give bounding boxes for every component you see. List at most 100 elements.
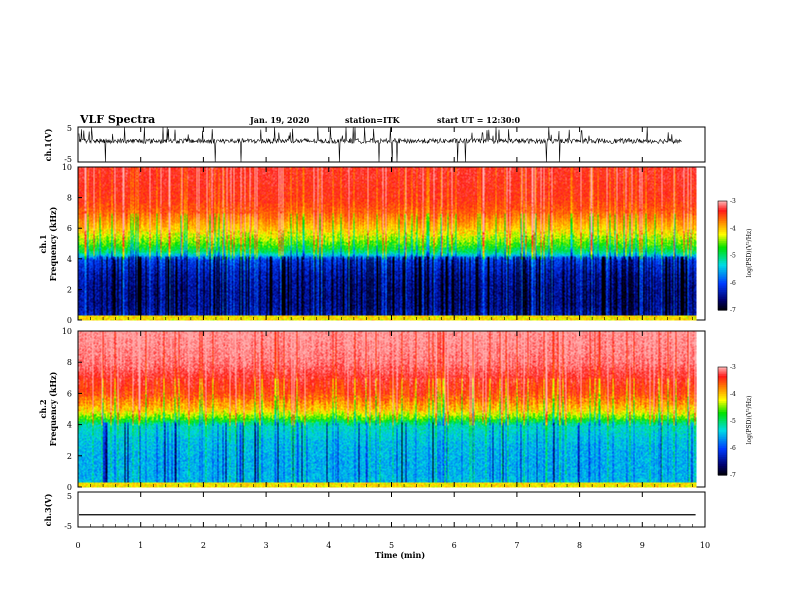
colorbar-frame	[717, 200, 728, 311]
colorbar-tick-label: -4	[730, 225, 736, 232]
spectrogram-ytick-label: 0	[67, 483, 72, 492]
time-tick-label: 0	[75, 541, 80, 550]
spectrogram-ytick-label: 6	[67, 389, 72, 398]
colorbar-segment	[718, 370, 727, 373]
colorbar-segment	[718, 215, 727, 218]
colorbar-segment	[718, 372, 727, 375]
colorbar-segment	[718, 457, 727, 460]
colorbar-segment	[718, 270, 727, 273]
colorbar-segment	[718, 379, 727, 382]
colorbar-segment	[718, 230, 727, 233]
start-ut-label: start UT = 12:30:0	[437, 115, 520, 125]
colorbar-segment	[718, 399, 727, 402]
colorbar-segment	[718, 293, 727, 297]
colorbar-segment	[718, 453, 727, 456]
colorbar-segment	[718, 210, 727, 213]
ch3-wave-ylabel: ch.3(V)	[43, 493, 53, 526]
colorbar-segment	[718, 412, 727, 415]
colorbar-segment	[718, 444, 727, 447]
colorbar-segment	[718, 473, 727, 476]
colorbar-tick-label: -7	[730, 472, 736, 479]
colorbar-segment	[718, 213, 727, 217]
colorbar-segment	[718, 419, 727, 422]
spectrogram-raster	[78, 167, 697, 321]
ch1-spec-ylabel-2: Frequency (kHz)	[48, 206, 58, 281]
ch1-spec-ylabel-1: ch.1	[38, 234, 48, 253]
colorbar-segment	[718, 390, 727, 393]
colorbar-segment	[718, 460, 727, 463]
colorbar-segment	[718, 440, 727, 444]
colorbar-segment	[718, 226, 727, 229]
colorbar-segment	[718, 268, 727, 271]
colorbar-segment	[718, 431, 727, 435]
colorbar-segment	[718, 451, 727, 454]
time-tick-label: 9	[640, 541, 645, 550]
colorbar-segment	[718, 385, 727, 388]
colorbar-segment	[718, 428, 727, 431]
station-label: station=ITK	[345, 115, 401, 125]
ch2-colorbar: -3 -4 -5 -6 -7	[717, 364, 736, 479]
spectrogram-ytick-label: 4	[67, 255, 72, 264]
colorbar-segment	[718, 415, 727, 418]
colorbar-segment	[718, 397, 727, 400]
ch2-spec-ylabel-2: Frequency (kHz)	[48, 371, 58, 446]
ch2-spectrogram-yticks: 0 2 4 6 8 10	[62, 327, 82, 492]
colorbar-segment	[718, 273, 727, 277]
time-tick-label: 7	[514, 541, 519, 550]
ch3-waveform-panel: 5 -5 ch.3(V)	[43, 491, 706, 531]
colorbar-tick-label: -5	[730, 418, 736, 425]
colorbar-segment	[718, 381, 727, 384]
time-tick-label: 2	[201, 541, 206, 550]
ch1-wave-ytick-bottom: -5	[64, 155, 72, 164]
colorbar-segment	[718, 410, 727, 413]
figure-title: VLF Spectra	[79, 113, 155, 126]
spectrogram-ytick-label: 8	[67, 194, 72, 203]
colorbar-segment	[718, 435, 727, 438]
colorbar-segment	[718, 442, 727, 445]
colorbar-segment	[718, 466, 727, 469]
colorbar-segment	[718, 255, 727, 258]
colorbar-frame	[717, 366, 728, 476]
colorbar-segment	[718, 388, 727, 391]
colorbar-segment	[718, 248, 727, 251]
time-tick-label: 8	[577, 541, 582, 550]
colorbar-segment	[718, 368, 727, 372]
colorbar-segment	[718, 284, 727, 287]
colorbar-tick-label: -7	[730, 307, 736, 314]
colorbar-segment	[718, 219, 727, 222]
spectrogram-ytick-label: 10	[62, 163, 72, 172]
time-tick-label: 6	[452, 541, 457, 550]
colorbar-segment	[718, 251, 727, 255]
colorbar-segment	[718, 308, 727, 311]
colorbar-segment	[718, 464, 727, 467]
colorbar-segment	[718, 208, 727, 211]
colorbar-tick-label: -3	[730, 198, 736, 205]
colorbar-segment	[718, 228, 727, 231]
colorbar-segment	[718, 408, 727, 411]
colorbar-segment	[718, 299, 727, 302]
colorbar-segment	[718, 201, 727, 204]
colorbar-segment	[718, 386, 727, 390]
time-tick-label: 3	[264, 541, 269, 550]
colorbar-segment	[718, 264, 727, 267]
colorbar-tick-label: -6	[730, 445, 736, 452]
colorbar-segment	[718, 231, 727, 235]
colorbar-segment	[718, 448, 727, 451]
colorbar-segment	[718, 260, 727, 264]
colorbar-segment	[718, 458, 727, 462]
colorbar-segment	[718, 446, 727, 449]
colorbar-tick-label: -3	[730, 364, 736, 371]
colorbar-segment	[718, 220, 727, 224]
spectrogram-raster	[78, 331, 697, 488]
spectrogram-ytick-label: 4	[67, 421, 72, 430]
colorbar-segment	[718, 455, 727, 458]
colorbar-segment	[718, 413, 727, 417]
ch1-wave-ylabel: ch.1(V)	[43, 128, 53, 161]
colorbar-segment	[718, 211, 727, 215]
ch1-waveform-line	[78, 127, 682, 163]
colorbar-segment	[718, 202, 727, 206]
colorbar-segment	[718, 462, 727, 465]
time-axis: 0 1 2 3 4 5 6 7 8 9 10	[75, 127, 710, 550]
